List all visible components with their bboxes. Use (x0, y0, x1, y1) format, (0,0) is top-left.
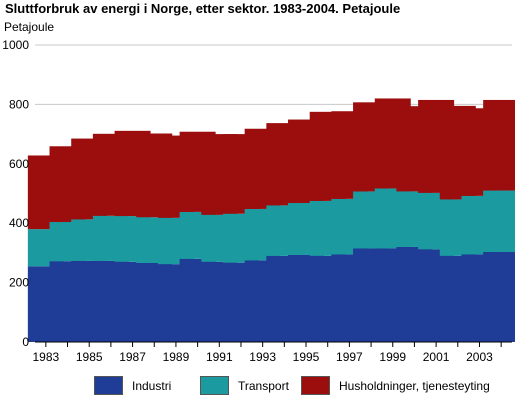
y-tick-label: 0 (22, 335, 29, 349)
x-tick-label: 1999 (379, 350, 406, 364)
x-tick-label: 1985 (76, 350, 103, 364)
bars (27, 98, 515, 342)
bar-2004-husholdninger (483, 99, 515, 191)
legend-label-transport: Transport (238, 378, 289, 393)
bar-2004-transport (483, 190, 515, 253)
legend: Industri Transport Husholdninger, tjenes… (0, 371, 515, 401)
legend-swatch-husholdninger (301, 376, 330, 395)
legend-item-industri: Industri (94, 376, 171, 395)
chart-title: Sluttforbruk av energi i Norge, etter se… (5, 1, 401, 16)
x-tick-label: 2001 (423, 350, 450, 364)
y-tick-label: 600 (9, 157, 29, 171)
x-tick-label: 1991 (206, 350, 233, 364)
x-tick-label: 2003 (466, 350, 493, 364)
axes: 0 200 400 600 800 1000 1983 1985 1987 1989 1991 199… (2, 38, 512, 364)
bar-2004-industri (483, 252, 515, 342)
legend-swatch-industri (94, 376, 123, 395)
legend-swatch-transport (200, 376, 229, 395)
legend-label-husholdninger: Husholdninger, tjenesteyting (339, 378, 490, 393)
x-tick-label: 1997 (336, 350, 363, 364)
y-tick-label: 1000 (2, 38, 29, 52)
y-axis-label: Petajoule (4, 20, 54, 34)
y-tick-label: 400 (9, 216, 29, 230)
x-tick-label: 1987 (119, 350, 146, 364)
x-tick-label: 1989 (163, 350, 190, 364)
chart-plot: Petajoule 0 200 400 600 800 1000 1983 1985 1987 1… (2, 20, 515, 364)
y-tick-label: 800 (9, 97, 29, 111)
y-tick-label: 200 (9, 276, 29, 290)
x-tick-label: 1995 (293, 350, 320, 364)
legend-label-industri: Industri (132, 378, 172, 393)
x-tick-label: 1993 (249, 350, 276, 364)
legend-item-transport: Transport (200, 376, 289, 395)
legend-item-husholdninger: Husholdninger, tjenesteyting (301, 376, 490, 395)
x-tick-label: 1983 (32, 350, 59, 364)
